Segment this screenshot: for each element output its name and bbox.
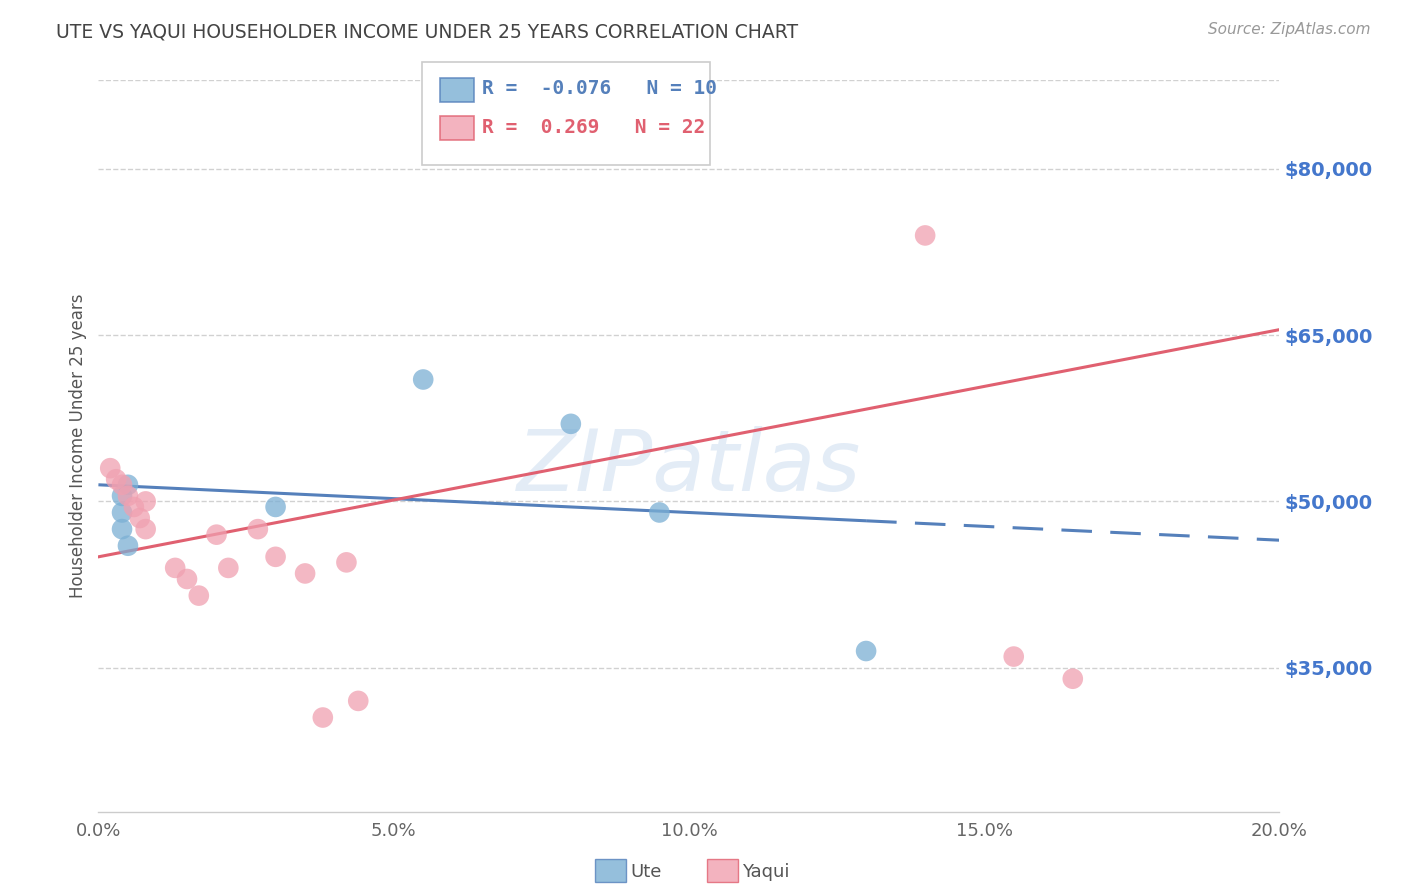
Point — [176, 572, 198, 586]
Point — [128, 511, 150, 525]
Point — [294, 566, 316, 581]
Text: R =  -0.076   N = 10: R = -0.076 N = 10 — [482, 79, 717, 98]
Point — [165, 561, 187, 575]
Point — [122, 500, 145, 514]
Point — [117, 477, 139, 491]
Point — [1002, 649, 1025, 664]
Point — [117, 489, 139, 503]
Point — [335, 555, 357, 569]
Text: ZIPatlas: ZIPatlas — [517, 426, 860, 509]
Point — [111, 477, 134, 491]
Point — [246, 522, 269, 536]
Point — [135, 522, 157, 536]
Text: UTE VS YAQUI HOUSEHOLDER INCOME UNDER 25 YEARS CORRELATION CHART: UTE VS YAQUI HOUSEHOLDER INCOME UNDER 25… — [56, 22, 799, 41]
Point — [205, 527, 228, 541]
Point — [98, 461, 121, 475]
Text: Source: ZipAtlas.com: Source: ZipAtlas.com — [1208, 22, 1371, 37]
Point — [1062, 672, 1084, 686]
Point — [111, 489, 134, 503]
Point — [312, 710, 335, 724]
Point — [914, 228, 936, 243]
Point — [187, 589, 209, 603]
Y-axis label: Householder Income Under 25 years: Householder Income Under 25 years — [69, 293, 87, 599]
Point — [111, 506, 134, 520]
Point — [560, 417, 582, 431]
Point — [347, 694, 370, 708]
Text: Yaqui: Yaqui — [742, 863, 790, 880]
Point — [855, 644, 877, 658]
Text: Ute: Ute — [630, 863, 661, 880]
Point — [412, 372, 434, 386]
Point — [264, 549, 287, 564]
Point — [135, 494, 157, 508]
Point — [648, 506, 671, 520]
Point — [264, 500, 287, 514]
Text: R =  0.269   N = 22: R = 0.269 N = 22 — [482, 118, 706, 136]
Point — [105, 472, 128, 486]
Point — [111, 522, 134, 536]
Point — [117, 539, 139, 553]
Point — [217, 561, 239, 575]
